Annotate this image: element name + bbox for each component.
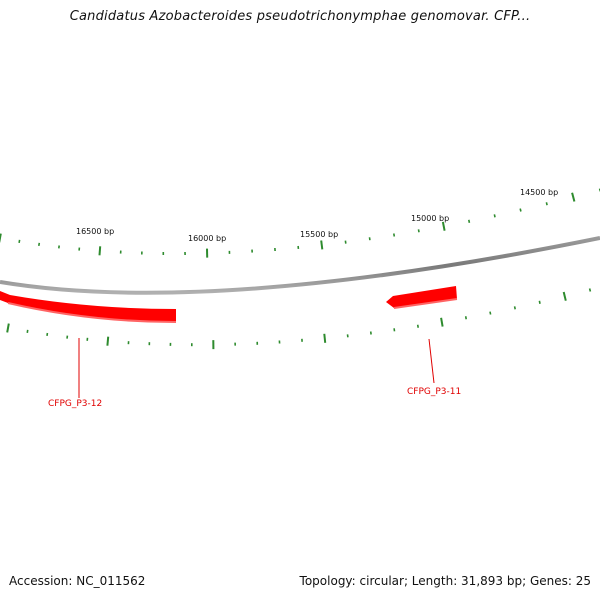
map-title: Candidatus Azobacteroides pseudotrichony… xyxy=(69,9,531,24)
gene-arrow-shadow-CFPG_P3-11 xyxy=(393,298,458,309)
scale-label-14500: 14500 bp xyxy=(520,188,558,197)
outer-scale-major-tick xyxy=(571,192,576,202)
gene-label-CFPG_P3-11: CFPG_P3-11 xyxy=(407,387,461,397)
inner-scale-minor-tick xyxy=(464,316,467,320)
inner-scale-major-tick xyxy=(106,336,110,346)
gene-CFPG_P3-11[interactable]: CFPG_P3-11 xyxy=(386,286,461,397)
outer-scale-major-tick xyxy=(0,233,2,243)
outer-scale-major-tick xyxy=(320,240,324,250)
scale-label-15000: 15000 bp xyxy=(411,214,449,223)
gene-CFPG_P3-12[interactable]: CFPG_P3-12 xyxy=(0,291,177,409)
inner-scale-major-tick xyxy=(562,291,567,301)
scale-label-16000: 16000 bp xyxy=(188,234,226,243)
outer-scale-major-tick xyxy=(441,221,446,231)
inner-scale-track xyxy=(6,288,592,350)
accession-text: Accession: NC_011562 xyxy=(9,574,146,588)
gene-leader-CFPG_P3-11 xyxy=(428,338,435,384)
inner-scale-minor-tick xyxy=(538,300,541,304)
scale-label-16500: 16500 bp xyxy=(76,227,114,236)
outer-scale-minor-tick xyxy=(545,202,548,206)
inner-scale-major-tick xyxy=(323,333,327,343)
outer-scale-minor-tick xyxy=(393,233,396,237)
outer-scale-minor-tick xyxy=(38,242,41,247)
outer-scale-major-tick xyxy=(98,246,102,256)
outer-scale-minor-tick xyxy=(493,214,496,218)
scale-label-15500: 15500 bp xyxy=(300,230,338,239)
inner-scale-major-tick xyxy=(440,317,444,327)
outer-scale-minor-tick xyxy=(417,229,420,233)
outer-scale-minor-tick xyxy=(18,239,21,244)
inner-scale-minor-tick xyxy=(513,306,516,310)
inner-scale-major-tick xyxy=(6,323,10,333)
outer-scale-track xyxy=(0,188,600,258)
inner-scale-minor-tick xyxy=(588,288,592,292)
gene-arrow-CFPG_P3-11[interactable] xyxy=(386,286,457,308)
outer-scale-minor-tick xyxy=(519,208,522,212)
topology-summary: Topology: circular; Length: 31,893 bp; G… xyxy=(299,574,591,588)
inner-scale-minor-tick xyxy=(489,311,492,315)
gene-arrow-shadow-CFPG_P3-12 xyxy=(7,302,177,323)
gene-arrow-CFPG_P3-12[interactable] xyxy=(0,291,176,322)
gene-label-CFPG_P3-12: CFPG_P3-12 xyxy=(48,399,102,409)
inner-scale-minor-tick xyxy=(416,324,419,328)
genome-backbone xyxy=(0,236,600,295)
outer-scale-minor-tick xyxy=(468,219,471,223)
